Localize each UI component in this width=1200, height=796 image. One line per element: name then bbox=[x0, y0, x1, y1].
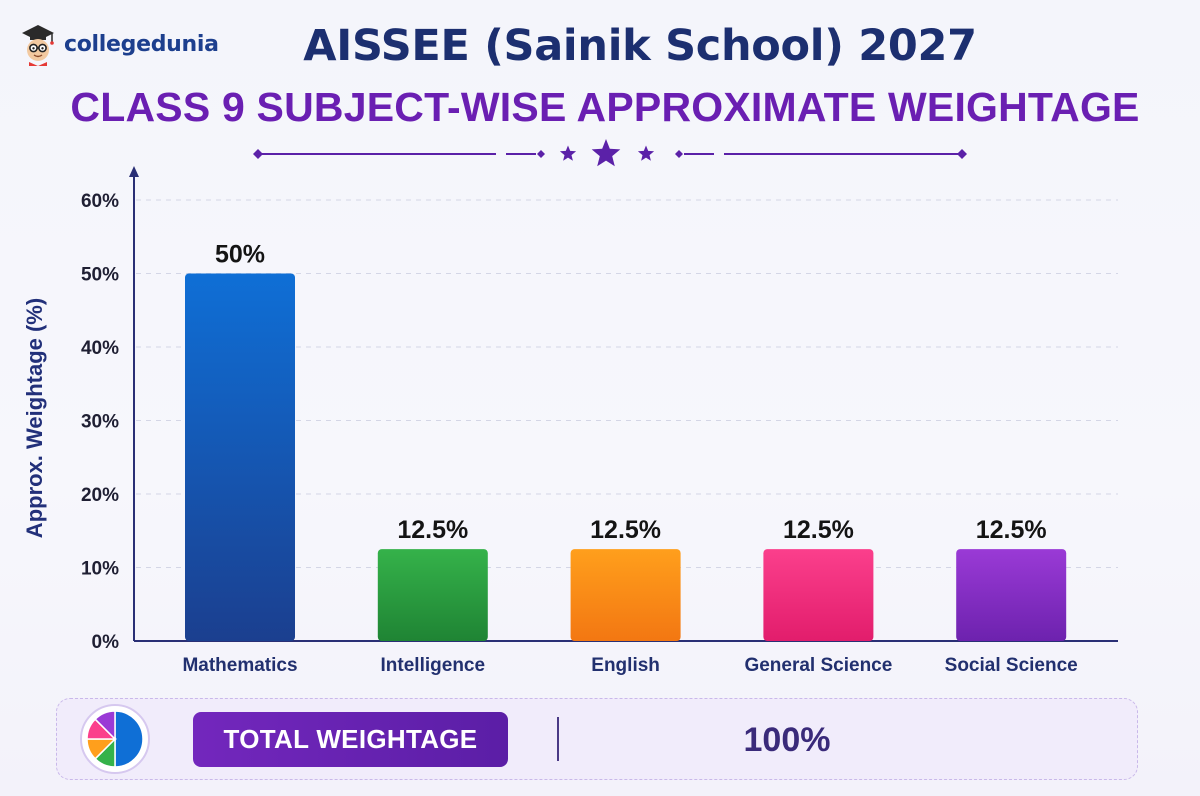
bar-chart: 0% 10% 20% 30% 40% 50% 60% Approx. Weightage (… bbox=[22, 166, 1118, 676]
star-icon bbox=[591, 139, 621, 167]
data-label: 12.5% bbox=[590, 516, 661, 544]
x-tick-label: Social Science bbox=[945, 655, 1078, 676]
chart-data-labels: 50% 12.5% 12.5% 12.5% 12.5% bbox=[215, 241, 1047, 545]
total-weightage-value: 100% bbox=[743, 721, 831, 759]
bar-intelligence bbox=[377, 549, 488, 641]
x-tick-label: Intelligence bbox=[381, 655, 486, 676]
y-tick-label: 40% bbox=[81, 338, 119, 359]
x-tick-label: General Science bbox=[744, 655, 892, 676]
total-weightage-label: TOTAL WEIGHTAGE bbox=[193, 712, 508, 767]
data-label: 50% bbox=[215, 241, 265, 269]
page-title: AISSEE (Sainik School) 2027 bbox=[303, 21, 977, 71]
y-tick-label: 60% bbox=[81, 191, 119, 212]
y-tick-label: 30% bbox=[81, 412, 119, 433]
bar-social-science bbox=[956, 549, 1067, 641]
total-weightage-panel: TOTAL WEIGHTAGE 100% bbox=[56, 698, 1138, 780]
star-icon bbox=[637, 145, 655, 161]
y-tick-label: 20% bbox=[81, 485, 119, 506]
diamond-icon bbox=[675, 150, 683, 158]
brand-logo: collegedunia bbox=[18, 14, 219, 74]
y-tick-label: 50% bbox=[81, 265, 119, 286]
diamond-icon bbox=[253, 149, 263, 159]
decorative-divider bbox=[253, 139, 967, 167]
chart-bars bbox=[185, 273, 1067, 641]
pie-slice bbox=[94, 710, 116, 741]
y-axis-arrow-icon bbox=[129, 166, 139, 177]
diamond-icon bbox=[537, 150, 545, 158]
diamond-icon bbox=[957, 149, 967, 159]
x-tick-label: English bbox=[591, 655, 660, 676]
y-tick-label: 0% bbox=[92, 632, 120, 653]
bar-english bbox=[570, 549, 681, 641]
y-tick-labels: 0% 10% 20% 30% 40% 50% 60% bbox=[81, 191, 119, 653]
data-label: 12.5% bbox=[397, 516, 468, 544]
pie-chart-icon bbox=[80, 704, 150, 774]
bar-mathematics bbox=[185, 273, 295, 641]
x-tick-label: Mathematics bbox=[182, 655, 297, 676]
pie-slice bbox=[114, 710, 144, 768]
bar-general-science bbox=[763, 549, 874, 641]
y-axis-label: Approx. Weightage (%) bbox=[22, 298, 47, 538]
x-tick-labels: Mathematics Intelligence English General Sc… bbox=[182, 655, 1077, 676]
data-label: 12.5% bbox=[976, 516, 1047, 544]
mascot-icon bbox=[22, 25, 54, 66]
brand-name: collegedunia bbox=[64, 31, 219, 57]
data-label: 12.5% bbox=[783, 516, 854, 544]
page-subtitle: CLASS 9 SUBJECT-WISE APPROXIMATE WEIGHTA… bbox=[70, 84, 1140, 130]
footer-divider bbox=[557, 717, 559, 761]
y-tick-label: 10% bbox=[81, 559, 119, 580]
star-icon bbox=[559, 145, 577, 161]
